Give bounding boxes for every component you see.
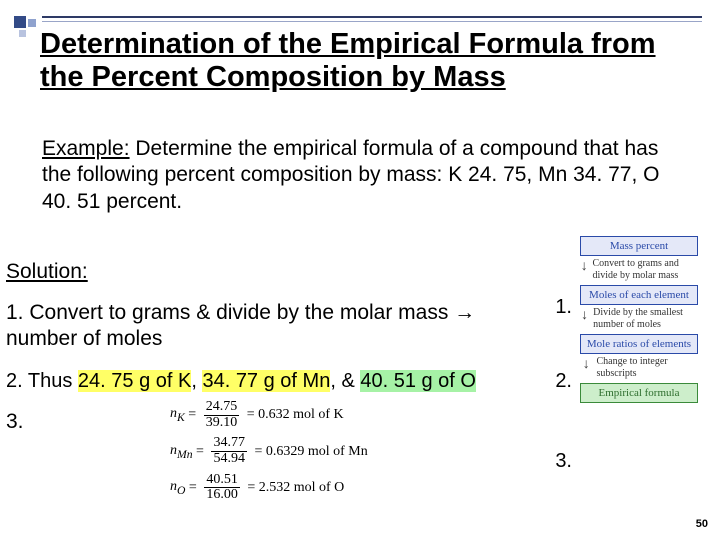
page-number: 50 <box>696 518 708 530</box>
slide-bullet-deco <box>14 16 40 42</box>
math-block: nK = 24.7539.10 = 0.632 mol of K nMn = 34… <box>170 400 430 509</box>
step2-mn: 34. 77 g of Mn <box>202 370 330 392</box>
math-row: nMn = 34.7754.94 = 0.6329 mol of Mn <box>170 436 430 466</box>
example-label: Example: <box>42 137 130 160</box>
flow-num-2: 2. <box>555 370 572 393</box>
flow-arrow-3-label: Change to integer subscripts <box>593 356 698 379</box>
flow-arrow-2: ↓ Divide by the smallest number of moles <box>580 307 698 330</box>
flow-diagram: Mass percent ↓ Convert to grams and divi… <box>580 236 698 403</box>
solution-label: Solution: <box>6 260 88 284</box>
arrow-down-icon: ↓ <box>580 356 593 370</box>
flow-box-3: Mole ratios of elements <box>580 334 698 354</box>
step2-k: 24. 75 g of K <box>78 370 191 392</box>
arrow-down-icon: ↓ <box>580 307 589 321</box>
rule-top <box>42 16 702 18</box>
flow-arrow-1-label: Convert to grams and divide by molar mas… <box>588 258 698 281</box>
step2-mid1: , <box>191 370 202 392</box>
step-1: 1. Convert to grams & divide by the mola… <box>6 300 516 353</box>
step2-mid2: , & <box>330 370 360 392</box>
flow-arrow-1: ↓ Convert to grams and divide by molar m… <box>580 258 698 281</box>
flow-box-1: Mass percent <box>580 236 698 256</box>
math-row: nK = 24.7539.10 = 0.632 mol of K <box>170 400 430 430</box>
step2-o: 40. 51 g of O <box>360 370 476 392</box>
flow-arrow-3: ↓ Change to integer subscripts <box>580 356 698 379</box>
step2-pre: 2. Thus <box>6 370 78 392</box>
example-text: Determine the empirical formula of a com… <box>42 137 660 213</box>
flow-box-final: Empirical formula <box>580 383 698 403</box>
slide-title: Determination of the Empirical Formula f… <box>40 28 680 95</box>
step-3: 3. <box>6 410 24 434</box>
step-2: 2. Thus 24. 75 g of K, 34. 77 g of Mn, &… <box>6 370 526 393</box>
flow-num-1: 1. <box>555 296 572 319</box>
flow-arrow-2-label: Divide by the smallest number of moles <box>589 307 698 330</box>
flow-num-3: 3. <box>555 450 572 473</box>
flow-box-2: Moles of each element <box>580 285 698 305</box>
example-block: Example: Determine the empirical formula… <box>42 136 682 215</box>
rule-top-thin <box>42 21 702 22</box>
arrow-down-icon: ↓ <box>580 258 588 272</box>
math-row: nO = 40.5116.00 = 2.532 mol of O <box>170 473 430 503</box>
